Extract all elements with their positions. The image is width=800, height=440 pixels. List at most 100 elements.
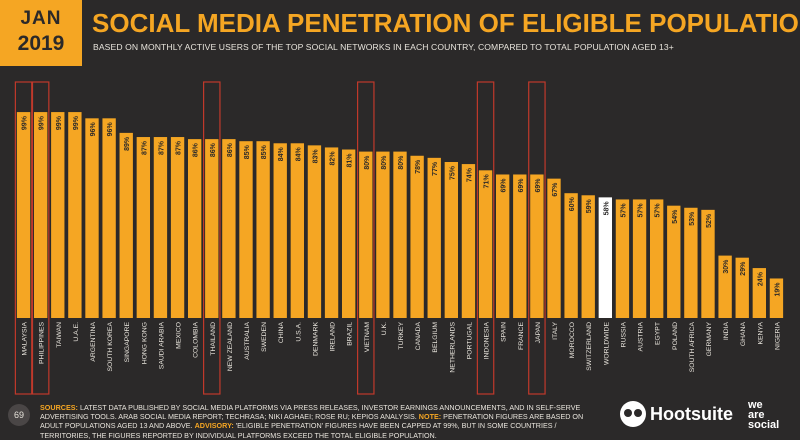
data-label: 99% [56,115,63,130]
date-badge: JAN 2019 [0,0,82,66]
partner-line-3: social [748,419,780,431]
data-label: 75% [449,165,456,180]
bar [187,139,202,318]
category-label: SWITZERLAND [586,322,593,371]
data-label: 87% [176,140,183,155]
bar [307,145,322,318]
data-label: 84% [295,147,302,162]
bar [33,112,48,318]
sources-label: SOURCES: [40,403,78,412]
bar [752,268,767,318]
highlight-frame [476,81,495,395]
bar [273,143,287,318]
bar [324,147,339,318]
data-label: 57% [655,203,662,218]
brand-logos: Hootsuite we are social [620,399,795,431]
bar [290,143,305,318]
bar [598,197,613,318]
bar [359,151,373,318]
data-label: 57% [638,203,645,218]
sources-text: LATEST DATA PUBLISHED BY SOCIAL MEDIA PL… [40,403,581,422]
data-label: 99% [22,115,29,130]
data-label: 69% [518,178,525,193]
category-label: BELGIUM [432,322,439,353]
data-label: 59% [586,199,593,214]
bar [564,193,578,318]
category-label: GERMANY [706,322,713,357]
data-label: 53% [689,211,696,226]
data-label: 86% [193,142,200,157]
category-label: MOROCCO [569,322,576,358]
partner-line-2: are [748,409,765,421]
category-label: AUSTRIA [638,322,645,352]
category-label: ARGENTINA [90,322,97,362]
bar [649,199,664,318]
bar [632,199,647,318]
category-label: PHILIPPINES [39,322,46,364]
data-label: 60% [569,196,576,211]
bar [718,255,732,318]
category-label: U.S.A. [295,322,302,342]
data-label: 24% [757,271,764,286]
bar [85,118,99,318]
bar [393,151,407,318]
category-label: COLOMBIA [193,322,200,358]
bar [153,137,168,318]
category-label: INDONESIA [484,322,491,360]
category-label: POLAND [672,322,679,350]
we-are-social-logo: we are social [748,399,780,431]
category-label: SAUDI ARABIA [158,322,165,370]
bar [735,257,749,318]
advisory-label: ADVISORY: [194,421,234,431]
data-label: 52% [706,213,713,228]
bar [495,174,510,318]
data-label: 99% [73,115,80,130]
category-label: SWEDEN [261,322,268,352]
data-label: 87% [158,140,165,155]
page-subtitle: BASED ON MONTHLY ACTIVE USERS OF THE TOP… [93,42,674,52]
category-label: SOUTH KOREA [107,322,114,372]
bar [461,164,476,318]
bar [444,162,459,318]
bar [119,132,133,318]
highlight-frame [528,81,546,395]
data-label: 82% [330,151,337,166]
partner-line-1: we [748,399,763,411]
hootsuite-logo: Hootsuite [650,404,733,424]
bar [581,195,595,318]
category-label: MEXICO [176,322,183,349]
data-label: 96% [107,122,114,137]
bar [256,141,270,318]
category-label: GHANA [740,322,747,347]
footer-notes: SOURCES: LATEST DATA PUBLISHED BY SOCIAL… [40,403,600,440]
page-number: 69 [8,404,30,426]
data-label: 86% [227,142,234,157]
category-label: MALAYSIA [22,322,29,356]
data-label: 77% [432,161,439,176]
category-label: VIETNAM [364,322,371,353]
bar [769,278,784,318]
data-label: 99% [39,115,46,130]
bar [376,151,390,318]
bar [701,209,715,318]
bar [51,112,65,318]
bar [513,174,527,318]
category-label: DENMARK [312,322,319,356]
bar [684,207,698,318]
category-label: CHINA [278,322,285,344]
bar [667,205,681,318]
data-label: 83% [312,149,319,164]
data-label: 80% [364,155,371,170]
data-label: 19% [774,282,781,297]
category-label: TAIWAN [56,322,63,348]
note-text: PENETRATION FIGURES ARE BASED ON ADULT P… [40,412,584,431]
penetration-bar-chart: 99% MALAYSIA 99% PHILIPPINES 99% TAIWAN 99% U.A… [14,81,784,395]
category-label: PORTUGAL [466,322,473,359]
bar [478,170,493,318]
category-label: NIGERIA [774,322,781,350]
category-label: CANADA [415,322,422,351]
owl-icon [620,401,646,427]
page-title: SOCIAL MEDIA PENETRATION OF ELIGIBLE POP… [92,8,800,38]
data-label: 29% [740,261,747,276]
bar [16,112,31,318]
